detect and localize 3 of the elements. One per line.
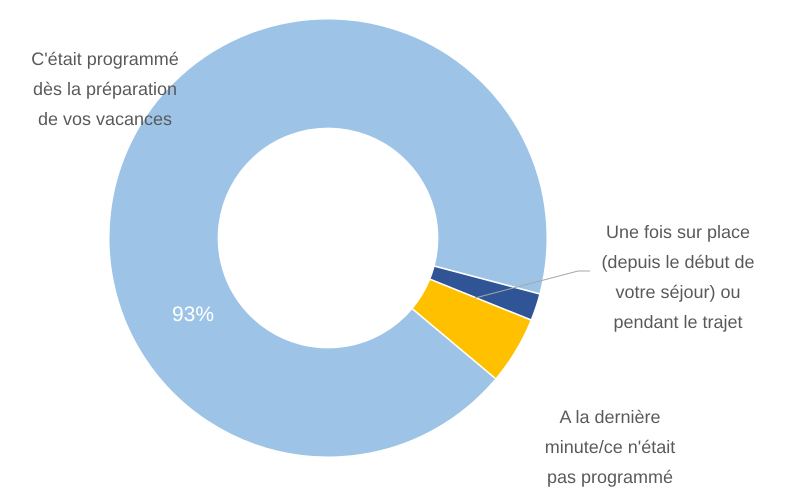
- data-label: 93%: [172, 302, 214, 326]
- slice-label: Une fois sur place (depuis le début de votre séjour) ou pendant le trajet: [601, 222, 755, 332]
- slice-label: A la dernière minute/ce n'était pas programmé: [544, 406, 676, 487]
